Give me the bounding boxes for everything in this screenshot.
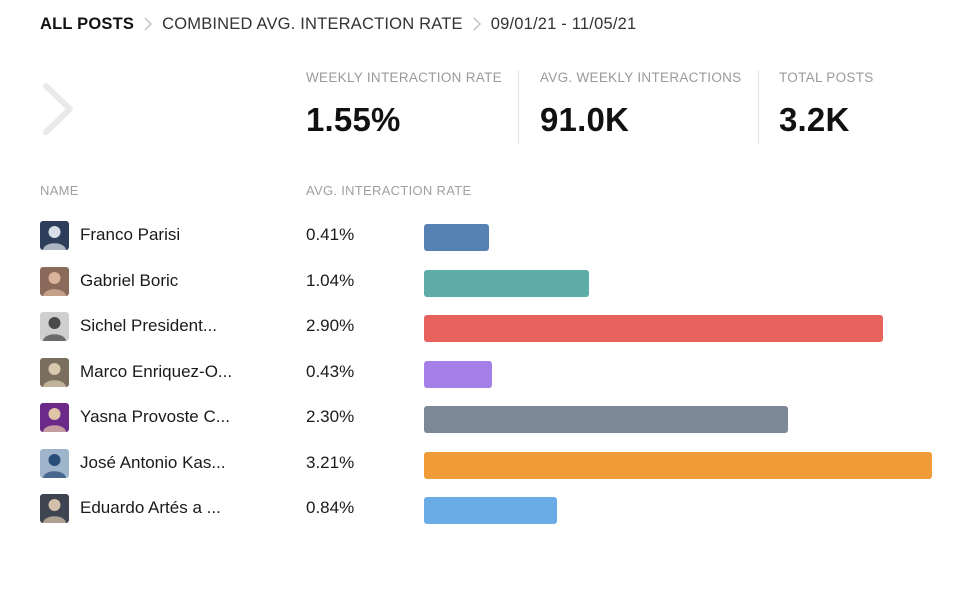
metric-total-posts: TOTAL POSTS 3.2K bbox=[779, 66, 874, 144]
metric-label: WEEKLY INTERACTION RATE bbox=[306, 70, 502, 85]
breadcrumb-date-range[interactable]: 09/01/21 - 11/05/21 bbox=[490, 14, 637, 33]
bar-category-label[interactable]: Yasna Provoste C... bbox=[80, 407, 230, 426]
table-row[interactable]: Marco Enriquez-O... 0.43% bbox=[0, 350, 974, 394]
table-row[interactable]: Eduardo Artés a ... 0.84% bbox=[0, 486, 974, 530]
metric-value: 1.55% bbox=[306, 101, 401, 138]
chevron-right-icon[interactable] bbox=[40, 82, 78, 136]
bar-value-label: 3.21% bbox=[306, 452, 355, 472]
bar-value-label: 0.41% bbox=[306, 225, 355, 244]
metric-avg-weekly-interactions: AVG. WEEKLY INTERACTIONS 91.0K bbox=[540, 66, 742, 144]
chevron-right-icon bbox=[134, 16, 162, 32]
bar-value-label: 2.90% bbox=[306, 316, 355, 335]
breadcrumb-all-posts[interactable]: ALL POSTS bbox=[40, 14, 135, 33]
bar-category-label[interactable]: Gabriel Boric bbox=[80, 270, 179, 290]
metric-label: TOTAL POSTS bbox=[779, 70, 874, 85]
bar-value-label: 2.30% bbox=[306, 407, 355, 426]
bar[interactable] bbox=[424, 315, 883, 342]
bar[interactable] bbox=[424, 451, 932, 479]
table-row[interactable]: Franco Parisi 0.41% bbox=[0, 213, 974, 257]
summary-metrics: WEEKLY INTERACTION RATE 1.55% AVG. WEEKL… bbox=[0, 66, 974, 146]
metric-value: 91.0K bbox=[540, 101, 630, 138]
column-header-rate[interactable]: AVG. INTERACTION RATE bbox=[306, 183, 472, 198]
table-row[interactable]: Sichel President... 2.90% bbox=[0, 304, 974, 348]
bar-category-label[interactable]: Marco Enriquez-O... bbox=[80, 361, 233, 381]
bar-category-label[interactable]: Sichel President... bbox=[80, 316, 218, 335]
franco-parisi-avatar bbox=[40, 221, 69, 250]
breadcrumb: ALL POSTS COMBINED AVG. INTERACTION RATE… bbox=[40, 12, 636, 36]
marco-enriquez-avatar bbox=[40, 357, 69, 387]
eduardo-artes-avatar bbox=[40, 494, 69, 523]
metric-label: AVG. WEEKLY INTERACTIONS bbox=[540, 70, 742, 85]
bar-value-label: 0.84% bbox=[306, 498, 355, 517]
table-row[interactable]: Yasna Provoste C... 2.30% bbox=[0, 395, 974, 439]
bar[interactable] bbox=[424, 360, 493, 388]
bar-category-label[interactable]: José Antonio Kas... bbox=[80, 452, 226, 472]
divider bbox=[758, 70, 759, 144]
metric-weekly-interaction-rate: WEEKLY INTERACTION RATE 1.55% bbox=[306, 66, 502, 144]
yasna-provoste-avatar bbox=[40, 403, 69, 432]
bar[interactable] bbox=[424, 497, 557, 524]
bar[interactable] bbox=[424, 224, 489, 251]
breadcrumb-metric[interactable]: COMBINED AVG. INTERACTION RATE bbox=[162, 14, 463, 33]
gabriel-boric-avatar bbox=[40, 266, 69, 296]
bar-value-label: 0.43% bbox=[306, 361, 355, 381]
metric-value: 3.2K bbox=[779, 101, 850, 138]
jose-antonio-kast-avatar bbox=[40, 448, 69, 478]
divider bbox=[518, 70, 519, 144]
table-row[interactable]: José Antonio Kas... 3.21% bbox=[0, 441, 974, 485]
bar-category-label[interactable]: Franco Parisi bbox=[80, 225, 181, 244]
chevron-right-icon bbox=[463, 16, 491, 32]
bar-category-label[interactable]: Eduardo Artés a ... bbox=[80, 498, 221, 517]
bar[interactable] bbox=[424, 269, 589, 297]
column-header-name[interactable]: NAME bbox=[40, 183, 79, 198]
bar[interactable] bbox=[424, 406, 788, 433]
table-row[interactable]: Gabriel Boric 1.04% bbox=[0, 259, 974, 303]
bar-value-label: 1.04% bbox=[306, 270, 355, 290]
sichel-avatar bbox=[40, 312, 69, 341]
